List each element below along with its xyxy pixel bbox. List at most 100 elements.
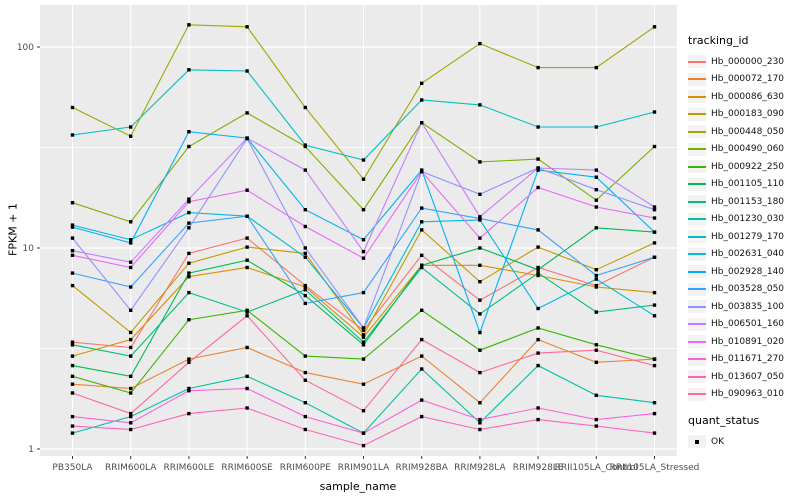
data-point [245, 345, 249, 350]
data-point [420, 121, 424, 125]
legend-line-swatch [688, 270, 706, 273]
y-axis-title: FPKM + 1 [6, 203, 20, 256]
data-point [652, 401, 657, 405]
data-point [478, 421, 482, 425]
data-point [594, 277, 598, 281]
legend-item-Hb_001105_110: Hb_001105_110 [688, 176, 800, 194]
legend-line-swatch [688, 95, 706, 98]
data-point [187, 290, 191, 295]
data-point [303, 285, 307, 289]
data-point [420, 206, 424, 210]
data-point [536, 125, 540, 129]
data-point [303, 401, 307, 405]
legend-item-label: Hb_000000_230 [711, 56, 785, 67]
legend-key [688, 177, 706, 191]
data-point [478, 330, 482, 335]
legend-item-Hb_011671_270: Hb_011671_270 [688, 351, 800, 369]
data-point [187, 23, 191, 27]
data-point [536, 268, 540, 272]
legend-item-Hb_000000_230: Hb_000000_230 [688, 53, 800, 71]
x-tick-label: RRIM901LA [338, 463, 390, 473]
data-point [478, 401, 482, 405]
legend-key [688, 72, 706, 86]
data-point [129, 265, 133, 270]
legend-line-swatch [688, 358, 706, 361]
data-point [536, 168, 540, 172]
legend-item-label: OK [711, 436, 724, 447]
legend-item-label: Hb_090963_010 [711, 389, 785, 400]
data-point [594, 125, 598, 129]
data-point [420, 263, 424, 267]
legend-quant-status: quant_status OK [688, 414, 800, 451]
data-point [70, 382, 75, 386]
data-point [187, 271, 191, 275]
data-point [478, 348, 482, 352]
legend-key [688, 90, 706, 104]
data-point [420, 308, 424, 312]
data-point [478, 370, 482, 375]
legend-line-swatch [688, 305, 706, 308]
data-point [187, 197, 191, 201]
legend-item-label: Hb_002928_140 [711, 266, 785, 277]
legend-item-Hb_003528_050: Hb_003528_050 [688, 281, 800, 299]
data-point [361, 443, 366, 448]
data-point [303, 301, 307, 306]
legend-key [688, 265, 706, 279]
data-point [536, 271, 540, 275]
y-axis: 1 10 100 [17, 43, 40, 455]
x-tick-label: RRIM600SE [221, 463, 273, 473]
data-point [70, 431, 75, 435]
legend-key [688, 282, 706, 296]
data-point [187, 318, 191, 322]
data-point [70, 283, 75, 288]
legend-key [688, 125, 706, 139]
legend-key [688, 335, 706, 349]
legend: tracking_id Hb_000000_230 Hb_000072_170 Hb… [688, 34, 800, 451]
legend-key [688, 160, 706, 174]
data-point [652, 411, 657, 416]
data-point [187, 261, 191, 265]
data-point [420, 228, 424, 232]
data-point [303, 370, 307, 375]
data-point [187, 411, 191, 416]
data-point [303, 255, 307, 259]
data-point [187, 68, 191, 72]
data-point [70, 223, 75, 227]
data-point [478, 103, 482, 107]
data-point [594, 198, 598, 202]
data-point [361, 208, 366, 212]
data-point [652, 241, 657, 245]
data-point [478, 236, 482, 240]
data-point [361, 343, 366, 347]
data-point [594, 417, 598, 422]
data-point [245, 314, 249, 318]
data-point [420, 398, 424, 402]
data-point [652, 303, 657, 307]
data-point [536, 245, 540, 249]
data-point [129, 308, 133, 312]
data-point [536, 406, 540, 410]
data-point [303, 105, 307, 110]
data-point [536, 65, 540, 70]
data-point [129, 374, 133, 378]
legend-line-swatch [688, 60, 706, 63]
legend-item-Hb_001153_180: Hb_001153_180 [688, 193, 800, 211]
data-point [594, 348, 598, 352]
data-point [245, 245, 249, 249]
data-point [245, 406, 249, 410]
data-point [652, 230, 657, 234]
legend-key [688, 195, 706, 209]
legend-item-label: Hb_000490_060 [711, 144, 785, 155]
data-points [70, 23, 657, 448]
data-point [478, 192, 482, 196]
legend-line-swatch [688, 323, 706, 326]
data-point [536, 326, 540, 330]
data-point [594, 205, 598, 209]
data-point [303, 293, 307, 298]
legend-line-swatch [688, 288, 706, 291]
legend-key [688, 55, 706, 69]
data-point [187, 386, 191, 391]
legend-item-Hb_001230_030: Hb_001230_030 [688, 211, 800, 229]
